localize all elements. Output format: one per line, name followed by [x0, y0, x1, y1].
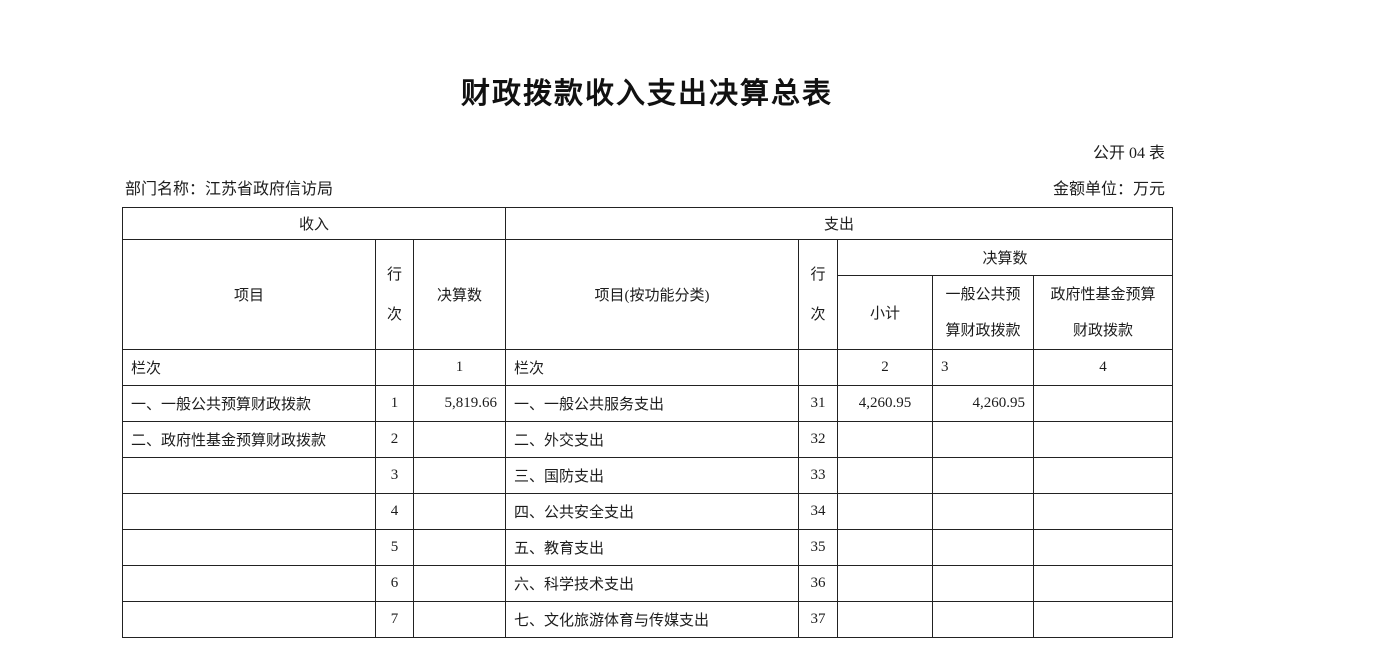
expense-line-cell: 32	[798, 421, 838, 458]
income-amount-cell	[413, 421, 506, 458]
income-item-cell	[122, 457, 376, 494]
subtotal-header: 小计	[837, 275, 933, 350]
table-row: 6 六、科学技术支出 36	[122, 565, 1174, 602]
expense-item-cell: 四、公共安全支出	[505, 493, 799, 530]
expense-line-cell: 33	[798, 457, 838, 494]
income-amount-cell	[413, 457, 506, 494]
expense-line-no-header: 行 次	[798, 239, 838, 350]
table-row: 二、政府性基金预算财政拨款 2 二、外交支出 32	[122, 421, 1174, 458]
expense-final-header: 决算数	[836, 239, 1174, 276]
general-budget-cell	[932, 421, 1034, 458]
subtotal-index: 2	[837, 349, 933, 386]
income-line-cell: 7	[375, 601, 414, 638]
table-row: 4 四、公共安全支出 34	[122, 493, 1174, 530]
subtotal-cell: 4,260.95	[837, 385, 933, 422]
expense-item-cell: 六、科学技术支出	[505, 565, 799, 602]
income-final-header: 决算数	[413, 239, 506, 350]
subtotal-cell	[837, 457, 933, 494]
income-line-no-header: 行 次	[375, 239, 414, 350]
general-public-budget-header: 一般公共预 算财政拨款	[932, 275, 1034, 350]
general-budget-index: 3	[932, 349, 1034, 386]
table-code-label: 公开 04 表	[1092, 145, 1165, 162]
expense-item-header: 项目(按功能分类)	[505, 239, 799, 350]
subtotal-cell	[837, 493, 933, 530]
expense-line-cell: 31	[798, 385, 838, 422]
income-line-cell: 3	[375, 457, 414, 494]
expense-line-cell: 34	[798, 493, 838, 530]
meta-row: 部门名称：江苏省政府信访局 金额单位：万元	[122, 175, 1165, 199]
unit-label: 金额单位：万元	[1052, 181, 1165, 198]
income-line-cell: 1	[375, 385, 414, 422]
expense-line-cell: 35	[798, 529, 838, 566]
income-section-header: 收入	[122, 207, 506, 240]
gov-fund-budget-header: 政府性基金预算 财政拨款	[1032, 275, 1174, 350]
income-line-cell: 6	[375, 565, 414, 602]
income-amount-cell: 5,819.66	[413, 385, 506, 422]
subtotal-cell	[837, 529, 933, 566]
table-row: 一、一般公共预算财政拨款 1 5,819.66 一、一般公共服务支出 31 4,…	[122, 385, 1174, 422]
income-index-label: 栏次	[122, 349, 376, 386]
general-budget-cell	[932, 529, 1034, 566]
income-amount-cell	[413, 529, 506, 566]
income-amount-cell	[413, 601, 506, 638]
expense-item-cell: 七、文化旅游体育与传媒支出	[505, 601, 799, 638]
income-item-cell: 一、一般公共预算财政拨款	[122, 385, 376, 422]
income-line-cell: 5	[375, 529, 414, 566]
income-final-index: 1	[413, 349, 506, 386]
expense-line-index-cell	[798, 349, 838, 386]
income-line-index-cell	[375, 349, 414, 386]
subtotal-cell	[837, 565, 933, 602]
gov-fund-cell	[1032, 601, 1174, 638]
expense-line-cell: 37	[798, 601, 838, 638]
general-budget-cell	[932, 565, 1034, 602]
subtotal-cell	[837, 601, 933, 638]
income-line-cell: 2	[375, 421, 414, 458]
expense-index-label: 栏次	[505, 349, 799, 386]
general-budget-cell	[932, 601, 1034, 638]
table-row: 7 七、文化旅游体育与传媒支出 37	[122, 601, 1174, 638]
table-row: 3 三、国防支出 33	[122, 457, 1174, 494]
expense-section-header: 支出	[504, 207, 1174, 240]
expense-item-cell: 三、国防支出	[505, 457, 799, 494]
department-name-label: 部门名称：江苏省政府信访局	[125, 181, 334, 198]
subtotal-cell	[837, 421, 933, 458]
income-item-cell	[122, 601, 376, 638]
gov-fund-index: 4	[1032, 349, 1174, 386]
column-header-row: 项目 行 次 决算数 项目(按功能分类) 行 次 决算数	[122, 239, 1174, 350]
income-amount-cell	[413, 565, 506, 602]
income-line-cell: 4	[375, 493, 414, 530]
section-header-row: 收入 支出	[122, 207, 1174, 240]
sub-header-row: 小计 一般公共预 算财政拨款 政府性基金预算 财政拨款	[123, 275, 1174, 350]
income-item-cell: 二、政府性基金预算财政拨款	[122, 421, 376, 458]
gov-fund-cell	[1032, 493, 1174, 530]
income-item-cell	[122, 565, 376, 602]
expense-item-cell: 二、外交支出	[505, 421, 799, 458]
column-index-row: 栏次 1 栏次 2 3 4	[122, 349, 1174, 386]
budget-summary-table: 收入 支出 项目 行 次 决算数 项目(按功能分类) 行 次 决算数 小计 一般…	[122, 207, 1174, 638]
gov-fund-cell	[1032, 529, 1174, 566]
gov-fund-cell	[1032, 385, 1174, 422]
expense-item-cell: 一、一般公共服务支出	[505, 385, 799, 422]
page-title: 财政拨款收入支出决算总表	[460, 78, 833, 110]
expense-line-cell: 36	[798, 565, 838, 602]
general-budget-cell: 4,260.95	[932, 385, 1034, 422]
gov-fund-cell	[1032, 565, 1174, 602]
expense-item-cell: 五、教育支出	[505, 529, 799, 566]
gov-fund-cell	[1032, 421, 1174, 458]
gov-fund-cell	[1032, 457, 1174, 494]
general-budget-cell	[932, 493, 1034, 530]
income-item-header: 项目	[122, 239, 376, 350]
income-item-cell	[122, 529, 376, 566]
income-item-cell	[122, 493, 376, 530]
general-budget-cell	[932, 457, 1034, 494]
table-row: 5 五、教育支出 35	[122, 529, 1174, 566]
income-amount-cell	[413, 493, 506, 530]
